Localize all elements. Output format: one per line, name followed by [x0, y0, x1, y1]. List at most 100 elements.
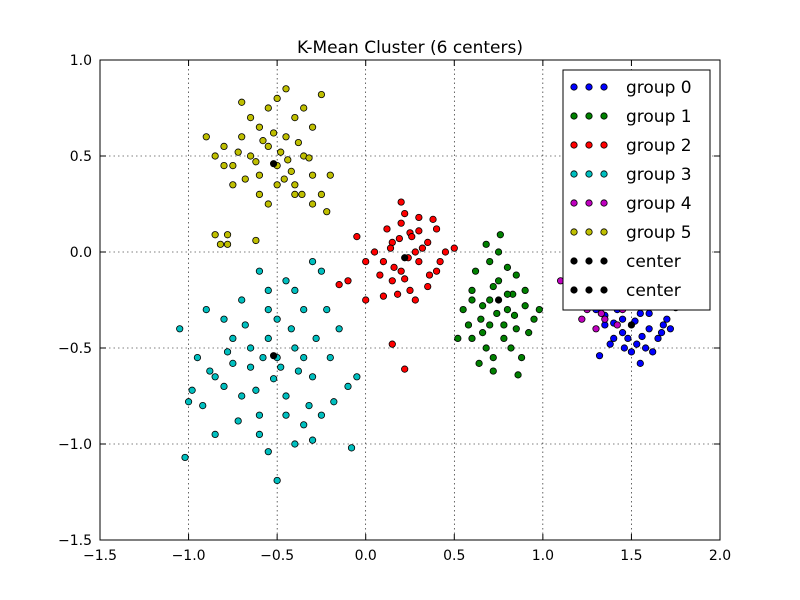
data-point	[578, 315, 586, 323]
data-point	[280, 175, 288, 183]
data-point	[282, 277, 290, 285]
x-tick-label: 0.5	[443, 548, 465, 564]
data-point	[264, 305, 272, 314]
data-point	[494, 277, 503, 285]
data-point	[510, 311, 519, 319]
legend-marker	[600, 257, 608, 265]
data-point	[401, 210, 409, 218]
data-point	[393, 290, 402, 298]
data-point	[291, 344, 299, 352]
legend-marker	[570, 257, 578, 265]
data-point	[282, 85, 290, 93]
x-tick-label: −1.5	[83, 548, 117, 564]
data-point	[305, 401, 313, 410]
data-point	[308, 123, 317, 131]
data-point	[486, 257, 494, 266]
data-point	[475, 359, 483, 367]
data-point	[633, 340, 641, 348]
data-point	[300, 421, 308, 429]
legend-label: center	[626, 281, 681, 301]
data-point	[606, 340, 614, 348]
data-point	[291, 440, 299, 448]
legend-label: center	[626, 252, 681, 272]
data-point	[649, 348, 657, 356]
data-point	[246, 152, 255, 160]
data-point	[521, 286, 529, 294]
data-point	[525, 329, 533, 337]
data-point	[406, 286, 414, 294]
legend-marker	[585, 170, 593, 178]
data-point	[246, 363, 255, 371]
data-point	[294, 367, 302, 375]
x-tick-label: 1.5	[620, 548, 642, 564]
data-point	[530, 315, 538, 323]
y-tick-label: −0.5	[58, 341, 92, 357]
data-point	[269, 375, 278, 383]
data-point	[238, 392, 246, 400]
data-point	[645, 309, 653, 318]
data-point	[395, 234, 403, 243]
legend-marker	[585, 83, 593, 91]
data-point	[432, 267, 441, 275]
data-point	[220, 315, 228, 323]
data-point	[370, 248, 379, 256]
data-point	[223, 240, 232, 248]
data-point	[436, 257, 444, 266]
data-point	[411, 296, 419, 304]
data-point	[335, 325, 343, 333]
data-point	[291, 114, 299, 122]
data-point	[641, 344, 650, 352]
data-point	[252, 158, 260, 166]
data-point	[494, 296, 503, 304]
data-point	[347, 444, 356, 452]
x-tick-label: 1.0	[532, 548, 554, 564]
data-point	[636, 309, 644, 318]
data-point	[255, 430, 264, 438]
data-point	[291, 181, 299, 189]
data-point	[252, 386, 260, 394]
data-point	[291, 286, 299, 294]
data-point	[211, 152, 219, 160]
data-point	[468, 296, 476, 304]
data-point	[193, 353, 202, 362]
data-point	[294, 138, 302, 147]
data-point	[512, 325, 520, 333]
data-point	[411, 248, 419, 256]
legend-marker	[585, 112, 593, 120]
data-point	[618, 329, 627, 337]
scatter-points	[176, 85, 680, 485]
legend-entry: group 3	[570, 165, 692, 185]
data-point	[415, 227, 423, 235]
data-point	[202, 133, 210, 141]
data-point	[202, 305, 210, 314]
data-point	[308, 257, 317, 266]
legend-marker	[570, 141, 578, 149]
data-point	[264, 142, 272, 150]
data-point	[220, 382, 228, 390]
data-point	[424, 282, 432, 291]
legend-marker	[600, 141, 608, 149]
data-point	[401, 365, 409, 373]
data-point	[206, 367, 214, 375]
data-point	[638, 332, 646, 341]
data-point	[277, 148, 285, 156]
data-point	[425, 271, 434, 279]
legend-marker	[600, 170, 608, 178]
data-point	[459, 305, 467, 314]
data-point	[388, 277, 396, 285]
legend-entry: center	[570, 281, 681, 301]
legend-entry: group 0	[570, 78, 692, 98]
data-point	[323, 208, 331, 216]
data-point	[397, 267, 405, 275]
series-group-1-1	[454, 231, 543, 379]
data-point	[424, 238, 432, 246]
data-point	[241, 175, 249, 183]
data-point	[613, 321, 621, 329]
data-point	[450, 244, 458, 252]
data-point	[627, 348, 636, 356]
data-point	[317, 190, 326, 198]
legend-marker	[570, 228, 578, 236]
data-point	[298, 190, 306, 198]
data-point	[246, 114, 255, 122]
data-point	[312, 334, 320, 342]
